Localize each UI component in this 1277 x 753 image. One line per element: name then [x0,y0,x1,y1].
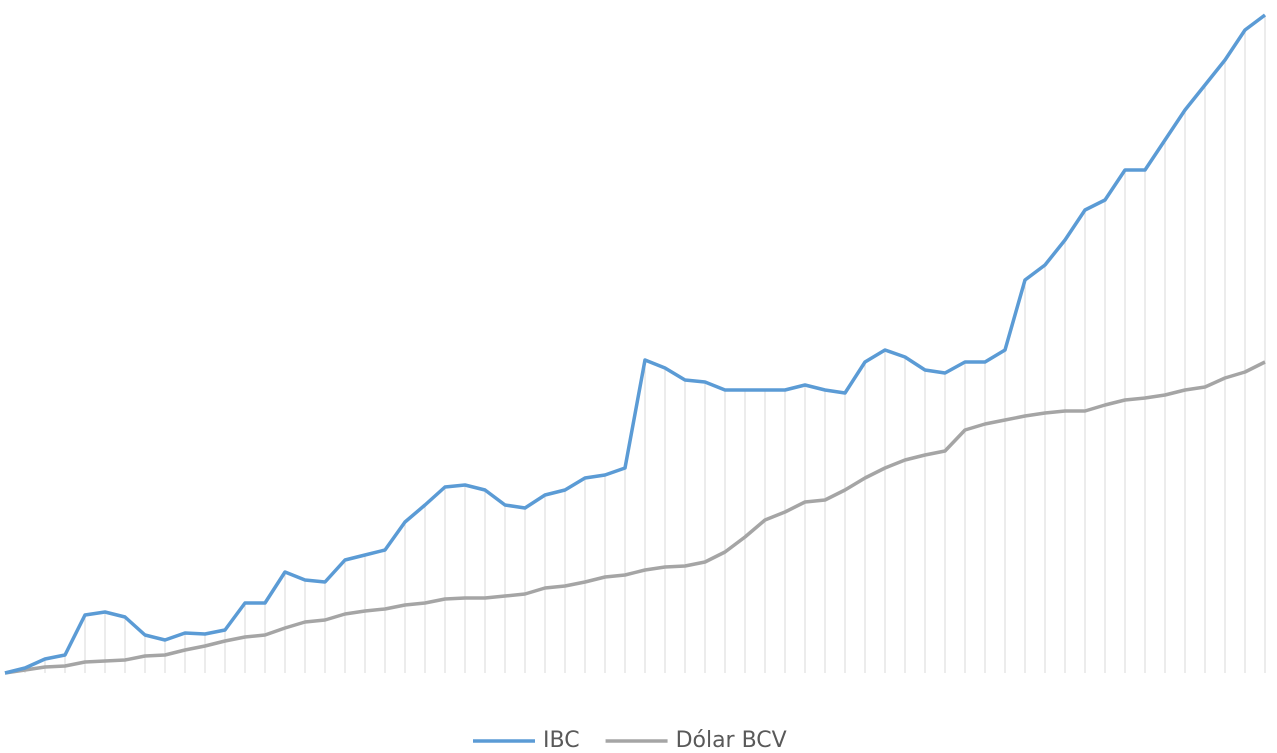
legend-label: Dólar BCV [676,728,787,753]
series-line [4,360,1266,675]
legend-label: IBC [543,728,580,753]
series-line [4,13,1267,675]
